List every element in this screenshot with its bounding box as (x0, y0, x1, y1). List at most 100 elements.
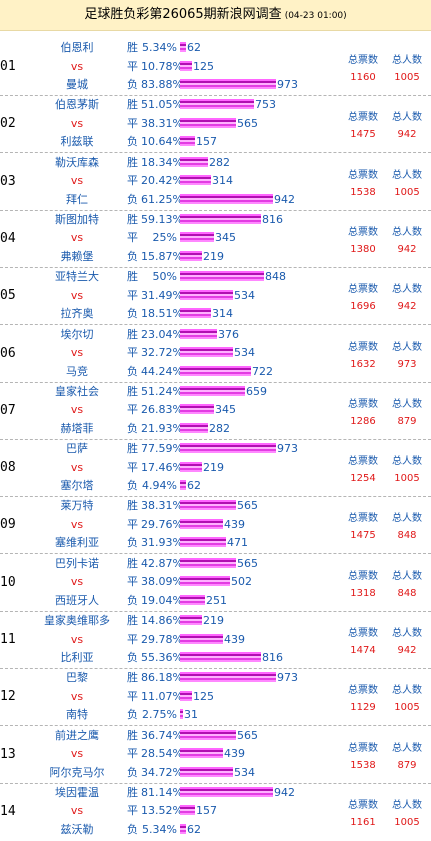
outcome-percentage: 负 19.04% (127, 591, 183, 610)
outcome-row: vs 平 31.49% 534 (0, 286, 431, 305)
vote-bar (180, 271, 264, 282)
outcome-percentage: 胜 81.14% (127, 783, 183, 802)
outcome-key: 负 (127, 421, 138, 435)
total-people-value: 848 (397, 587, 417, 599)
outcome-row: 弗赖堡 负 15.87% 219 (0, 247, 431, 266)
away-team-link[interactable]: 利兹联 (60, 135, 94, 149)
match-divider (0, 610, 431, 612)
away-team-link[interactable]: 兹沃勒 (60, 822, 94, 836)
total-people-stat: 总人数 1005 (387, 453, 427, 487)
away-team-link[interactable]: 弗赖堡 (60, 249, 94, 263)
vote-bar (180, 193, 273, 204)
away-team-link[interactable]: 曼城 (66, 78, 88, 91)
home-team-link[interactable]: 皇家奥维耶多 (44, 614, 110, 627)
total-votes-stat: 总票数 1538 (343, 740, 383, 774)
outcome-percentage: 负 34.72% (127, 763, 183, 782)
match-block: 01 伯恩利 胜 5.34% 62 vs 平 10.78% 125 曼城 负 83.88% 973 总票数… (0, 39, 431, 96)
home-team-link[interactable]: 伯恩利 (60, 41, 94, 54)
outcome-percentage: 胜 51.05% (127, 95, 183, 114)
home-team-link[interactable]: 斯图加特 (55, 212, 99, 226)
away-team-link[interactable]: 比利亚 (60, 651, 94, 664)
vote-bar (180, 308, 211, 319)
home-team-link[interactable]: 皇家社会 (55, 384, 99, 398)
match-block: 03 勒沃库森 胜 18.34% 282 vs 平 20.42% 314 拜仁 负 61.25% 942… (0, 154, 431, 211)
percentage-value: 50% (152, 270, 177, 284)
home-team-link[interactable]: 勒沃库森 (55, 155, 99, 169)
outcome-key: 平 (127, 59, 138, 73)
survey-time: (04-23 01:00) (284, 11, 347, 21)
total-people-label: 总人数 (392, 799, 422, 811)
vote-bar (180, 42, 186, 52)
home-team-link[interactable]: 埃尔切 (60, 327, 94, 341)
outcome-percentage: 负 55.36% (127, 648, 183, 667)
survey-header: 足球胜负彩第26065期新浪网调查 (04-23 01:00) (0, 0, 431, 31)
match-divider (0, 668, 431, 669)
vote-count: 565 (237, 499, 258, 513)
total-people-stat: 总人数 942 (387, 224, 427, 258)
away-team-link[interactable]: 拉齐奥 (60, 307, 94, 321)
vs-label: vs (70, 288, 84, 302)
outcome-key: 负 (127, 822, 138, 836)
home-team-link[interactable]: 伯恩茅斯 (55, 98, 99, 112)
total-votes-stat: 总票数 1286 (343, 396, 383, 430)
outcome-percentage: 胜 59.13% (127, 210, 183, 229)
outcome-key: 平 (127, 517, 138, 531)
total-votes-value: 1318 (350, 587, 376, 599)
away-team-link[interactable]: 阿尔克马尔 (49, 765, 105, 779)
total-people-value: 1005 (394, 473, 420, 485)
percentage-value: 42.87% (141, 556, 183, 570)
percentage-value: 13.52% (141, 804, 183, 818)
total-votes-value: 1475 (350, 129, 376, 141)
total-people-stat: 总人数 1005 (387, 52, 427, 86)
vote-bar (180, 79, 276, 89)
home-team-link[interactable]: 前进之鹰 (55, 728, 99, 742)
outcome-row: vs 平 10.78% 125 (0, 57, 431, 76)
vote-count: 282 (209, 155, 230, 169)
home-team-link[interactable]: 埃因霍温 (55, 785, 99, 799)
home-team-link[interactable]: 巴黎 (66, 671, 88, 685)
home-team-link[interactable]: 巴萨 (66, 442, 88, 456)
away-team-link[interactable]: 拜仁 (66, 192, 88, 206)
vote-bar (180, 557, 236, 568)
vote-count: 31 (184, 708, 198, 722)
percentage-value: 14.86% (141, 614, 183, 627)
vote-bar (180, 576, 230, 587)
total-people-value: 942 (397, 301, 417, 313)
total-votes-value: 1160 (350, 72, 376, 83)
vote-bar (180, 461, 202, 472)
outcome-row: vs 平 38.09% 502 (0, 572, 431, 591)
outcome-percentage: 胜 5.34% (127, 38, 179, 57)
away-team-link[interactable]: 塞维利亚 (55, 536, 99, 550)
away-team-link[interactable]: 马竞 (66, 364, 88, 378)
outcome-key: 负 (127, 593, 138, 607)
vote-count: 973 (277, 671, 298, 685)
home-team-link[interactable]: 莱万特 (60, 499, 94, 513)
away-team-link[interactable]: 西班牙人 (55, 593, 99, 607)
home-team-link[interactable]: 亚特兰大 (55, 270, 99, 284)
vote-bar (180, 136, 195, 147)
away-team-link[interactable]: 塞尔塔 (60, 479, 94, 493)
match-block: 06 埃尔切 胜 23.04% 376 vs 平 32.72% 534 马竞 负 44.24% 722 总… (0, 326, 431, 383)
total-people-value: 879 (397, 759, 417, 771)
match-block: 05 亚特兰大 胜 50% 848 vs 平 31.49% 534 拉齐奥 负 18.51% 314 总票… (0, 268, 431, 326)
outcome-key: 平 (127, 460, 138, 474)
total-votes-stat: 总票数 1254 (343, 453, 383, 487)
vote-count: 534 (234, 346, 255, 359)
outcome-row: vs 平 25% 345 (0, 228, 431, 247)
home-team-link[interactable]: 巴列卡诺 (55, 556, 99, 570)
outcome-row: vs 平 32.72% 534 (0, 343, 431, 362)
outcome-percentage: 胜 23.04% (127, 325, 183, 344)
match-number: 03 (0, 173, 16, 189)
total-votes-label: 总票数 (348, 398, 378, 410)
vote-count: 282 (209, 421, 230, 435)
outcome-key: 负 (127, 135, 138, 149)
vote-bar (180, 480, 186, 491)
away-team-link[interactable]: 南特 (66, 708, 88, 722)
outcome-row: vs 平 29.78% 439 (0, 630, 431, 649)
away-team-link[interactable]: 赫塔菲 (60, 421, 94, 435)
outcome-row: vs 平 17.46% 219 (0, 458, 431, 477)
outcome-row: 兹沃勒 负 5.34% 62 (0, 820, 431, 839)
outcome-key: 胜 (127, 155, 138, 169)
total-people-stat: 总人数 942 (387, 625, 427, 659)
outcome-row: 勒沃库森 胜 18.34% 282 (0, 153, 431, 172)
